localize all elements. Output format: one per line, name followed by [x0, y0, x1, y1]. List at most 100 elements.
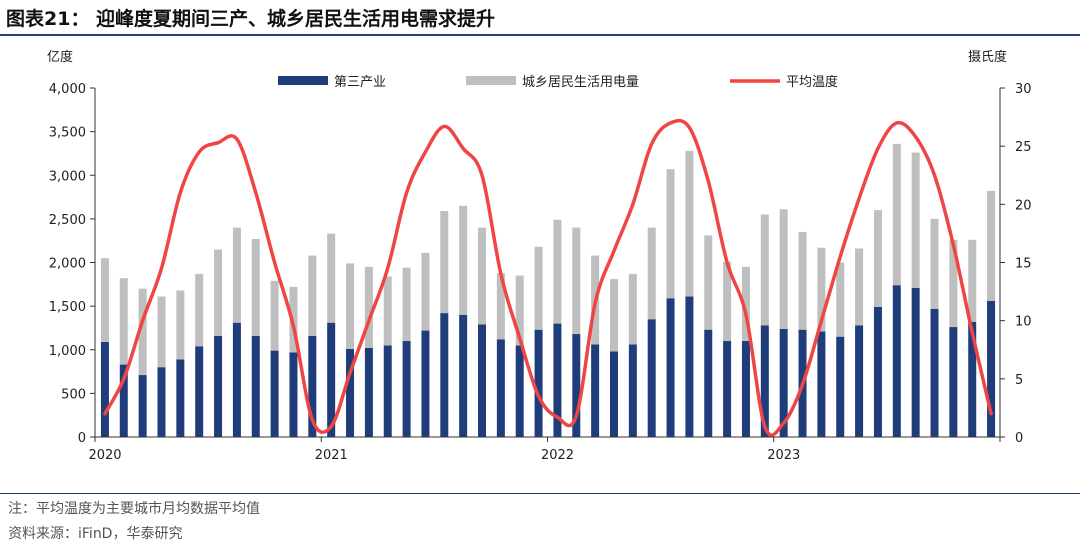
bar-tertiary-industry	[987, 300, 996, 437]
bar-residential	[704, 235, 713, 330]
right-tick-label: 10	[1015, 315, 1032, 330]
bar-tertiary-industry	[572, 334, 581, 437]
title-divider	[0, 34, 1080, 36]
bar-tertiary-industry	[534, 329, 543, 437]
bar-residential	[459, 205, 468, 315]
bar-tertiary-industry	[685, 296, 694, 437]
bar-tertiary-industry	[289, 352, 298, 437]
right-tick-label: 15	[1015, 257, 1032, 272]
right-tick-label: 0	[1015, 431, 1023, 446]
left-tick-label: 3,500	[49, 126, 86, 141]
bar-tertiary-industry	[440, 313, 449, 437]
bar-residential	[138, 288, 147, 376]
x-tick-label: 2023	[767, 448, 800, 463]
bar-residential	[949, 239, 958, 328]
bar-tertiary-industry	[195, 346, 204, 437]
bar-residential	[553, 219, 562, 324]
bar-residential	[836, 262, 845, 337]
bar-residential	[119, 278, 128, 365]
bar-residential	[609, 279, 618, 352]
bar-tertiary-industry	[836, 336, 845, 437]
right-tick-label: 5	[1015, 373, 1023, 388]
legend-label: 城乡居民生活用电量	[522, 75, 639, 90]
bar-tertiary-industry	[383, 345, 392, 437]
left-tick-label: 0	[78, 431, 86, 446]
bar-tertiary-industry	[930, 308, 939, 437]
bar-tertiary-industry	[138, 375, 147, 437]
bar-residential	[270, 280, 279, 351]
bar-residential	[308, 255, 317, 336]
bar-tertiary-industry	[157, 367, 166, 437]
bar-residential	[685, 150, 694, 297]
bar-residential	[402, 267, 411, 342]
source-note: 资料来源：iFinD，华泰研究	[8, 526, 183, 542]
bar-residential	[666, 169, 675, 299]
left-tick-label: 1,500	[49, 300, 86, 315]
chart-canvas: 0 500 1,000 1,500 2,000 2,500 3,000 3,500 4,000 亿…	[47, 49, 1032, 463]
bar-tertiary-industry	[421, 330, 430, 437]
left-tick-label: 4,000	[49, 82, 86, 97]
bar-tertiary-industry	[968, 321, 977, 437]
footer-divider	[0, 493, 1080, 494]
bar-residential	[496, 272, 505, 340]
bar-residential	[176, 290, 185, 360]
bar-residential	[647, 227, 656, 320]
right-tick-label: 30	[1015, 82, 1032, 97]
bar-residential	[892, 143, 901, 286]
bar-residential	[383, 276, 392, 346]
x-tick-label: 2020	[88, 448, 121, 463]
bar-tertiary-industry	[911, 287, 920, 437]
bar-tertiary-industry	[949, 327, 958, 437]
bar-tertiary-industry	[779, 328, 788, 437]
bar-tertiary-industry	[591, 344, 600, 437]
bar-tertiary-industry	[270, 350, 279, 437]
bar-tertiary-industry	[704, 329, 713, 437]
bar-tertiary-industry	[647, 319, 656, 437]
bar-tertiary-industry	[515, 345, 524, 437]
right-tick-label: 25	[1015, 140, 1032, 155]
bar-tertiary-industry	[873, 306, 882, 437]
bar-residential	[741, 266, 750, 342]
bar-residential	[911, 152, 920, 288]
bar-tertiary-industry	[855, 325, 864, 437]
bar-tertiary-industry	[100, 341, 109, 437]
bar-residential	[779, 209, 788, 329]
bar-tertiary-industry	[496, 339, 505, 437]
legend: 第三产业 城乡居民生活用电量 平均温度	[278, 74, 838, 90]
bar-tertiary-industry	[459, 314, 468, 437]
bar-series-group	[100, 143, 996, 437]
line-series-group	[103, 118, 993, 437]
bar-tertiary-industry	[251, 335, 260, 437]
legend-label: 平均温度	[786, 74, 838, 90]
bar-tertiary-industry	[214, 335, 223, 437]
bar-residential	[214, 249, 223, 336]
bar-tertiary-industry	[628, 344, 637, 437]
left-tick-label: 1,000	[49, 344, 86, 359]
bar-tertiary-industry	[402, 341, 411, 437]
bar-residential	[251, 238, 260, 336]
bar-residential	[798, 231, 807, 330]
left-y-axis: 0 500 1,000 1,500 2,000 2,500 3,000 3,500 4,000 亿…	[47, 49, 96, 446]
bar-tertiary-industry	[553, 323, 562, 437]
bar-residential	[968, 239, 977, 322]
bar-tertiary-industry	[741, 341, 750, 437]
bar-tertiary-industry	[817, 331, 826, 437]
bar-residential	[364, 266, 373, 349]
left-axis-title: 亿度	[47, 49, 73, 65]
left-tick-label: 3,000	[49, 169, 86, 184]
chart-title: 图表21： 迎峰度夏期间三产、城乡居民生活用电需求提升	[6, 8, 496, 30]
bar-residential	[723, 261, 732, 342]
bar-tertiary-industry	[892, 285, 901, 437]
bar-residential	[855, 248, 864, 326]
legend-swatch	[466, 76, 516, 85]
bar-residential	[987, 190, 996, 301]
bar-tertiary-industry	[308, 335, 317, 437]
legend-swatch	[278, 76, 328, 85]
bar-residential	[195, 273, 204, 347]
bar-residential	[760, 214, 769, 326]
bar-residential	[421, 252, 430, 331]
bar-tertiary-industry	[176, 359, 185, 437]
bar-residential	[572, 227, 581, 335]
left-tick-label: 2,000	[49, 257, 86, 272]
bar-residential	[817, 247, 826, 332]
